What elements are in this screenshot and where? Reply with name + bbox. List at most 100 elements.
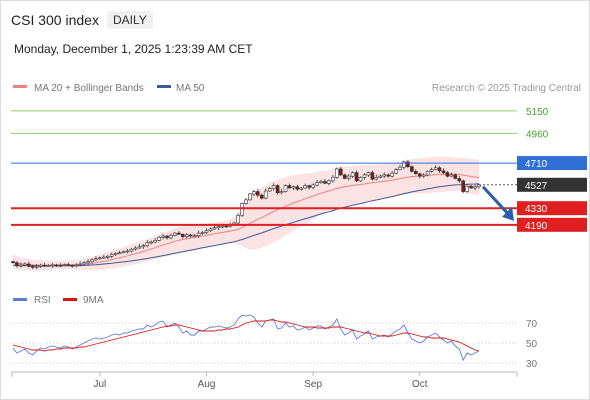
candle bbox=[433, 165, 438, 171]
candle-body bbox=[382, 174, 387, 177]
candle-body bbox=[42, 264, 47, 267]
rsi-ma-legend-label: 9MA bbox=[83, 295, 104, 306]
candle bbox=[196, 230, 201, 238]
credit-label: Research © 2025 Trading Central bbox=[432, 83, 581, 94]
candle-body bbox=[350, 172, 355, 177]
candle bbox=[11, 260, 15, 264]
candle bbox=[453, 173, 458, 180]
candle-body bbox=[287, 185, 292, 189]
candle-body bbox=[263, 190, 268, 199]
candle-body bbox=[374, 177, 379, 180]
candle-body bbox=[22, 263, 27, 266]
candle bbox=[98, 256, 102, 260]
rsi-ma-legend-swatch bbox=[63, 298, 77, 301]
candle-body bbox=[299, 187, 304, 190]
candle-body bbox=[109, 254, 114, 257]
candle-body bbox=[216, 226, 221, 229]
candle-body bbox=[473, 186, 477, 189]
candle-body bbox=[417, 173, 422, 177]
candle bbox=[303, 183, 308, 189]
candle bbox=[70, 264, 74, 268]
candle-body bbox=[94, 258, 98, 261]
candle-body bbox=[319, 181, 323, 184]
candle-body bbox=[102, 256, 106, 259]
candle-body bbox=[295, 186, 300, 190]
support-tag bbox=[517, 217, 587, 232]
candle bbox=[362, 173, 367, 180]
candle-body bbox=[212, 227, 217, 230]
candle bbox=[74, 263, 78, 268]
ma50-legend-label: MA 50 bbox=[176, 83, 205, 94]
candle bbox=[346, 173, 351, 181]
candle-body bbox=[185, 234, 189, 237]
candle bbox=[327, 179, 331, 186]
candle bbox=[188, 233, 193, 238]
candle bbox=[338, 166, 343, 177]
candle bbox=[307, 184, 312, 190]
candle bbox=[457, 176, 462, 183]
candle-body bbox=[141, 245, 146, 248]
candle-body bbox=[390, 172, 394, 177]
candle bbox=[394, 168, 398, 175]
ma50-line bbox=[13, 183, 480, 267]
candle bbox=[22, 262, 27, 267]
candle-body bbox=[70, 264, 74, 267]
chart-title: CSI 300 index bbox=[11, 12, 99, 28]
candle bbox=[145, 240, 150, 248]
candle bbox=[117, 250, 122, 255]
candle bbox=[295, 184, 300, 191]
candle bbox=[445, 171, 450, 178]
candle-body bbox=[169, 235, 173, 239]
candle bbox=[291, 185, 296, 191]
candle-body bbox=[252, 191, 256, 195]
candle-body bbox=[283, 185, 288, 192]
candle bbox=[66, 262, 71, 266]
time-tick-label: Jul bbox=[93, 379, 106, 390]
candle-body bbox=[224, 225, 229, 228]
candle bbox=[133, 246, 138, 251]
ma20-legend-swatch bbox=[13, 85, 27, 88]
candle bbox=[331, 174, 335, 183]
candle bbox=[417, 172, 422, 179]
candle bbox=[200, 230, 205, 236]
candle bbox=[153, 237, 157, 244]
candle-body bbox=[106, 256, 110, 258]
candle bbox=[149, 240, 153, 245]
candle bbox=[334, 167, 339, 179]
candle bbox=[256, 188, 260, 198]
candle bbox=[15, 261, 19, 268]
candle-body bbox=[453, 174, 458, 179]
candle bbox=[366, 171, 371, 177]
candle-body bbox=[394, 169, 398, 174]
candle-body bbox=[125, 250, 130, 253]
candle bbox=[177, 231, 181, 236]
candle-body bbox=[161, 235, 165, 238]
candle-body bbox=[78, 263, 82, 266]
candle bbox=[402, 160, 406, 170]
candle bbox=[342, 173, 347, 180]
candle-body bbox=[303, 185, 308, 189]
candle-body bbox=[461, 180, 466, 192]
candle-body bbox=[445, 172, 450, 177]
candle bbox=[425, 170, 430, 177]
timeframe-badge[interactable]: DAILY bbox=[106, 11, 153, 29]
time-tick-label: Aug bbox=[198, 379, 216, 390]
rsi-tick-label: 30 bbox=[526, 359, 538, 370]
candle-body bbox=[192, 235, 197, 237]
last-price-label: 4527 bbox=[525, 181, 548, 192]
candle-body bbox=[441, 170, 446, 173]
candle-body bbox=[208, 228, 213, 232]
candle bbox=[86, 259, 90, 266]
candle bbox=[185, 233, 189, 239]
candle-body bbox=[220, 225, 225, 228]
candle-body bbox=[307, 185, 312, 188]
ma50-legend-swatch bbox=[157, 85, 171, 88]
candle bbox=[236, 213, 240, 226]
candle bbox=[216, 225, 221, 230]
candle-body bbox=[342, 174, 347, 179]
candle-body bbox=[19, 264, 23, 267]
candle-body bbox=[465, 185, 470, 192]
candle bbox=[30, 264, 35, 270]
candle-body bbox=[11, 261, 15, 264]
candle bbox=[437, 166, 442, 173]
